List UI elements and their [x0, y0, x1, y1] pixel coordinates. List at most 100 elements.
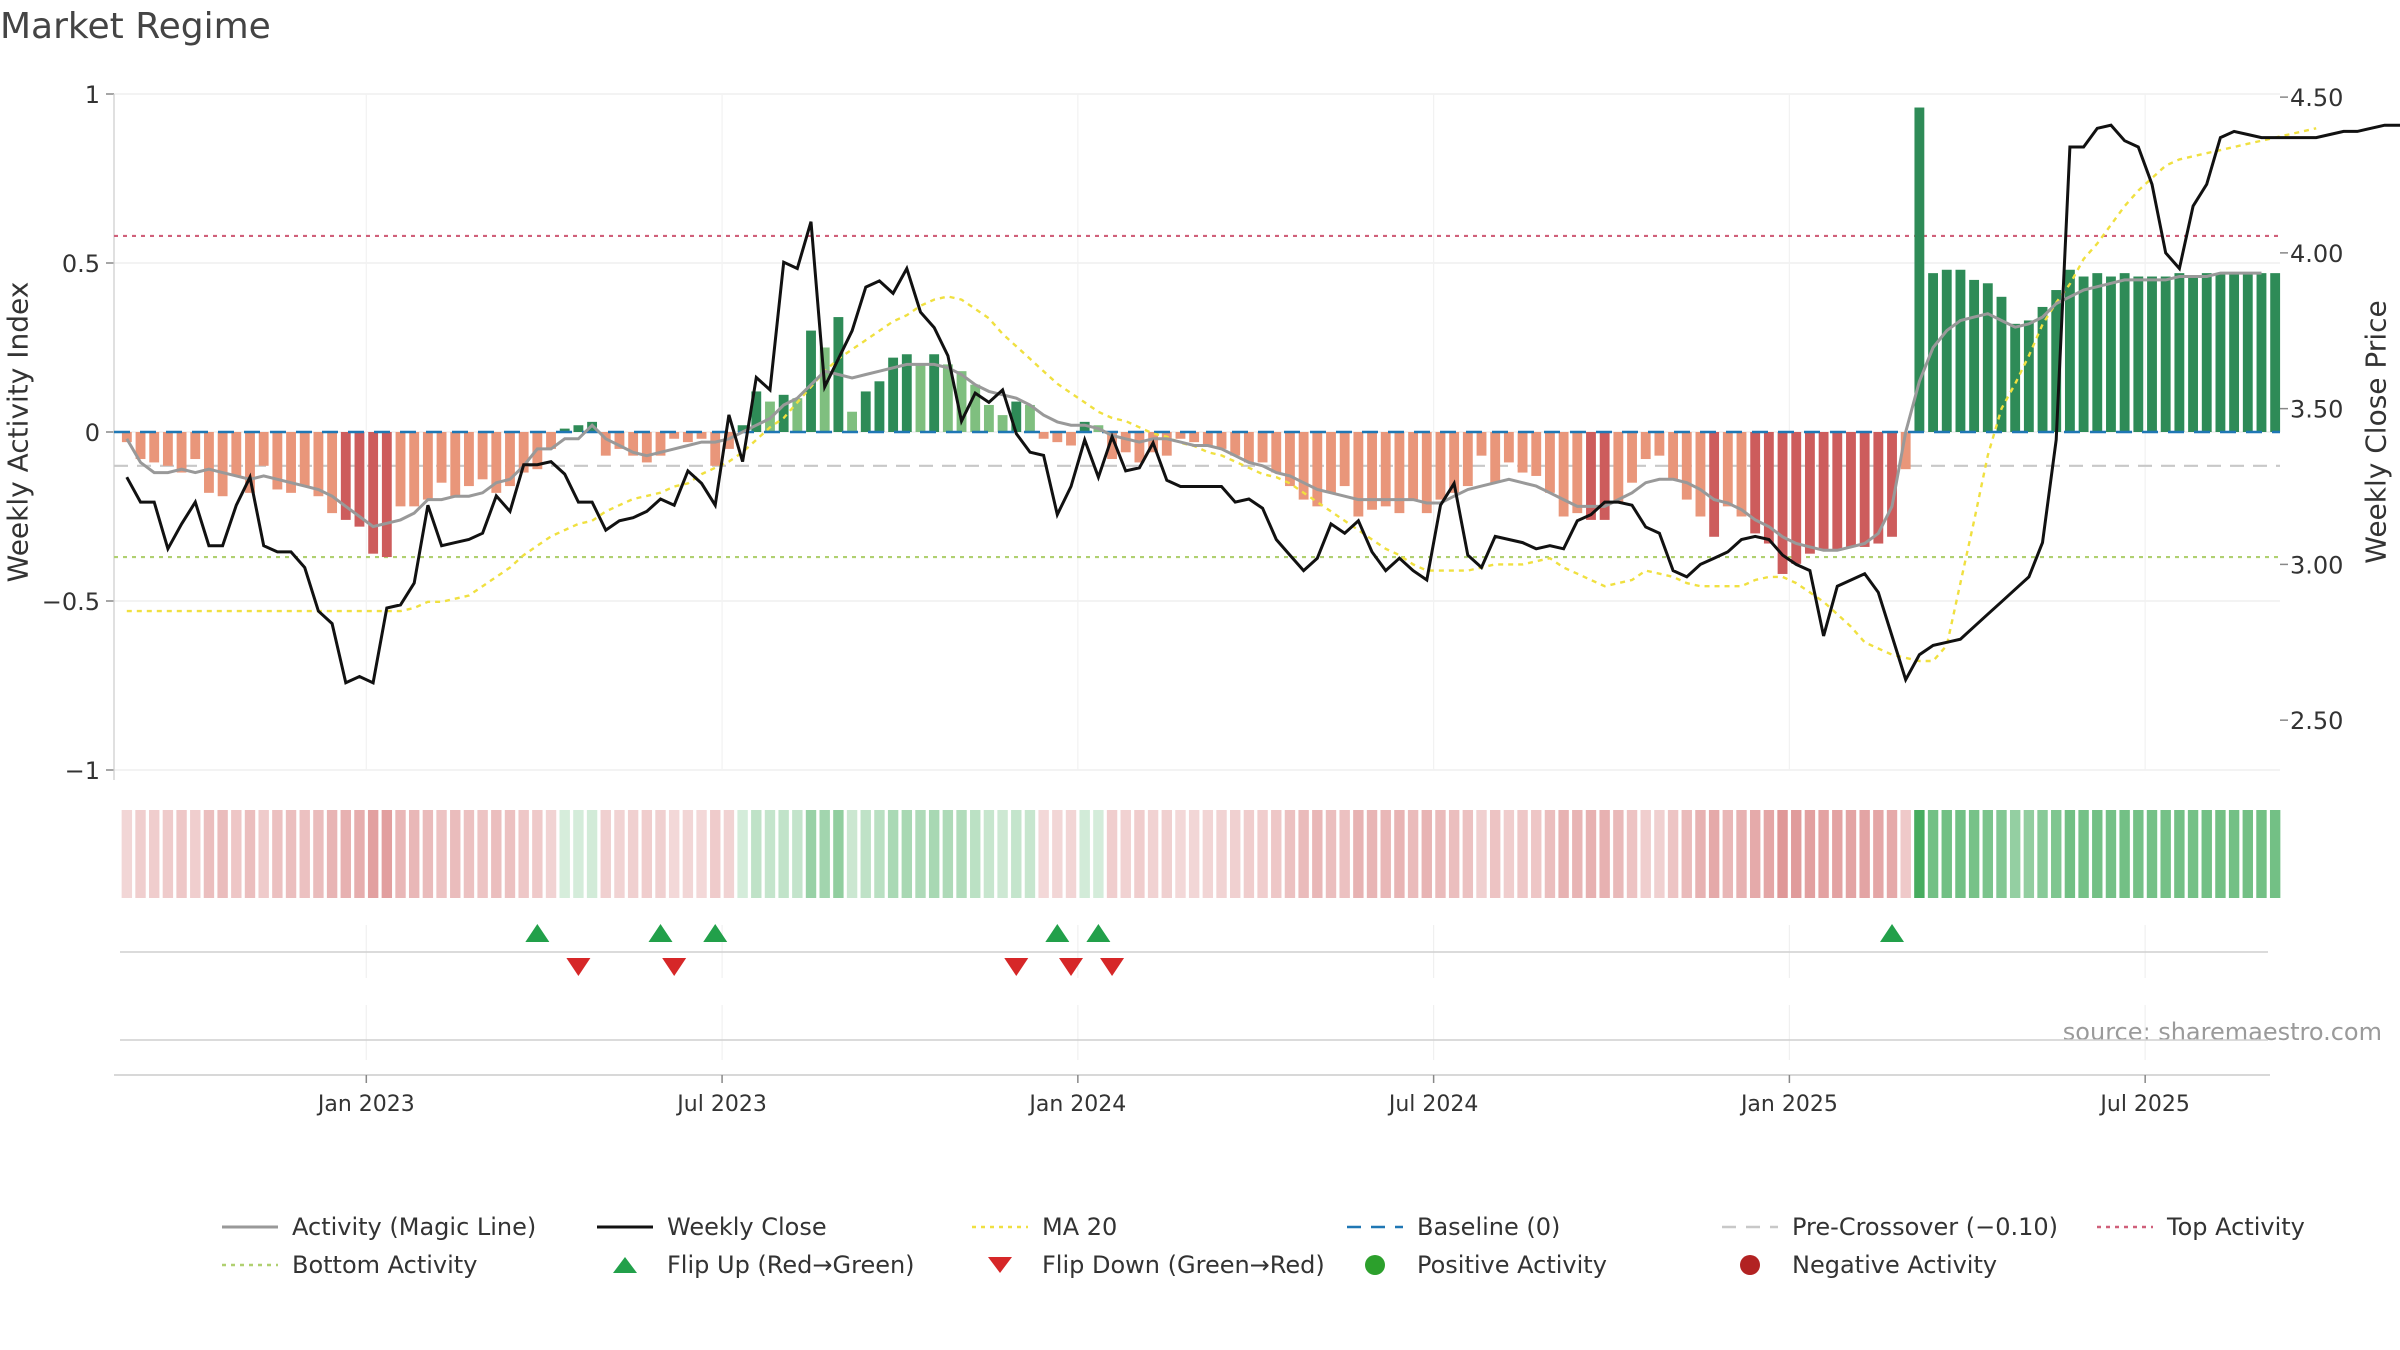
- activity-bar: [204, 432, 214, 493]
- regime-strip-cell: [2242, 810, 2253, 898]
- right-tick-label: 4.50: [2290, 84, 2343, 112]
- regime-strip-cell: [1996, 810, 2007, 898]
- regime-strip-cell: [121, 810, 133, 898]
- legend-swatch: [2097, 1225, 2153, 1229]
- regime-strip-cell: [518, 810, 529, 898]
- activity-bar: [2147, 276, 2157, 432]
- x-tick-label: Jan 2024: [1027, 1092, 1126, 1117]
- regime-strip-cell: [299, 810, 310, 898]
- regime-strip-cell: [668, 810, 680, 898]
- activity-bar: [2229, 273, 2240, 432]
- activity-bar: [450, 432, 461, 497]
- activity-bar: [1216, 432, 1227, 449]
- legend-label: Activity (Magic Line): [292, 1213, 537, 1241]
- activity-bar: [518, 432, 529, 473]
- regime-strip-cell: [764, 810, 776, 898]
- regime-strip-cell: [313, 810, 324, 898]
- regime-strip-cell: [285, 810, 297, 898]
- activity-bar: [1134, 432, 1145, 463]
- regime-strip-cell: [1667, 810, 1679, 898]
- activity-bar: [1025, 404, 1035, 432]
- activity-bar: [395, 432, 406, 507]
- activity-bar: [956, 371, 967, 432]
- activity-bar: [1339, 432, 1350, 487]
- regime-strip-cell: [710, 810, 721, 898]
- regime-strip-cell: [2092, 810, 2103, 898]
- activity-bar: [929, 354, 940, 432]
- regime-strip-cell: [559, 810, 570, 898]
- regime-strip-cell: [1873, 810, 1884, 898]
- activity-bar: [162, 432, 173, 466]
- legend-swatch: [1740, 1255, 1760, 1275]
- legend-label: Pre-Crossover (−0.10): [1792, 1213, 2059, 1241]
- legend-item: Weekly Close: [595, 1213, 970, 1241]
- legend-item: Bottom Activity: [220, 1251, 595, 1279]
- activity-bar: [669, 432, 680, 439]
- regime-strip-cell: [450, 810, 461, 898]
- legend-swatch: [222, 1225, 278, 1229]
- activity-bar: [614, 432, 625, 449]
- regime-strip-cell: [751, 810, 762, 898]
- regime-strip-cell: [463, 810, 475, 898]
- regime-strip-cell: [1914, 810, 1925, 898]
- activity-bar: [1161, 432, 1172, 456]
- activity-bar: [1326, 432, 1336, 493]
- activity-bar: [231, 432, 242, 476]
- regime-strip-cell: [1531, 810, 1542, 898]
- regime-strip-cell: [805, 810, 817, 898]
- x-tick-label: Jul 2025: [2098, 1092, 2190, 1117]
- regime-strip-cell: [2119, 810, 2130, 898]
- regime-strip-cell: [2215, 810, 2226, 898]
- activity-bar: [313, 432, 324, 497]
- regime-strip-cell: [928, 810, 940, 898]
- regime-strip-cell: [2146, 810, 2158, 898]
- activity-bar: [901, 354, 912, 432]
- regime-strip-cell: [1640, 810, 1651, 898]
- x-tick-label: Jan 2023: [316, 1092, 415, 1117]
- regime-strip-cell: [682, 810, 694, 898]
- regime-strip-cell: [1599, 810, 1610, 898]
- regime-strip-cell: [1941, 810, 1952, 898]
- activity-bar: [1011, 401, 1022, 432]
- regime-strip-cell: [422, 810, 434, 898]
- regime-strip-cell: [1216, 810, 1227, 898]
- activity-bar: [2037, 306, 2048, 432]
- activity-bar: [2174, 273, 2185, 432]
- right-tick-label: 3.50: [2290, 396, 2343, 424]
- activity-bar: [217, 432, 228, 497]
- regime-strip-cell: [436, 810, 447, 898]
- activity-bar: [299, 432, 310, 487]
- regime-strip-cell: [1558, 810, 1569, 898]
- activity-bar: [1791, 432, 1802, 564]
- right-tick-label: 4.00: [2290, 240, 2343, 268]
- activity-bar: [1900, 432, 1911, 470]
- activity-bar: [1859, 432, 1870, 547]
- activity-bar: [1654, 432, 1665, 456]
- activity-bar: [1818, 432, 1829, 551]
- activity-bar: [1941, 269, 1952, 432]
- activity-bar: [1996, 296, 2007, 432]
- activity-bar: [1230, 432, 1241, 456]
- regime-strip-cell: [874, 810, 885, 898]
- legend-item: Top Activity: [2095, 1213, 2305, 1241]
- legend-label: Bottom Activity: [292, 1251, 478, 1279]
- activity-bar: [149, 432, 160, 463]
- activity-bar: [1572, 432, 1583, 514]
- regime-strip-cell: [627, 810, 639, 898]
- regime-strip-cell: [1202, 810, 1214, 898]
- activity-bar: [1449, 432, 1460, 493]
- activity-bar: [792, 398, 803, 432]
- activity-bar: [1079, 421, 1090, 432]
- regime-strip-cell: [1298, 810, 1309, 898]
- legend-swatch: [597, 1225, 653, 1229]
- activity-bar: [2270, 273, 2281, 432]
- activity-bar: [778, 394, 789, 432]
- regime-strip-cell: [2256, 810, 2267, 898]
- regime-strip-cell: [1312, 810, 1323, 898]
- regime-strip-cell: [504, 810, 516, 898]
- regime-strip-cell: [244, 810, 256, 898]
- activity-bar: [2242, 273, 2253, 432]
- regime-strip-cell: [1613, 810, 1624, 898]
- legend-swatch: [1722, 1225, 1778, 1229]
- activity-bar: [381, 432, 392, 558]
